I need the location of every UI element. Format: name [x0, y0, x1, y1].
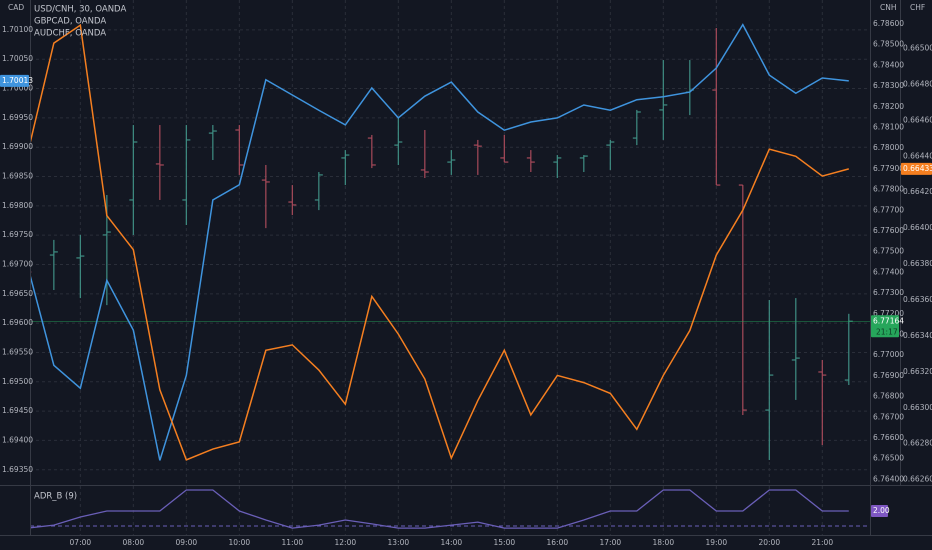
series-line	[30, 23, 849, 461]
axis-name: CNH	[880, 3, 897, 12]
y-tick-label: 0.66320	[903, 367, 932, 376]
series-line	[30, 23, 849, 461]
y-tick-label: 1.69350	[2, 465, 33, 474]
y-tick-label: 0.66360	[903, 295, 932, 304]
x-tick-label: 21:00	[811, 538, 833, 547]
x-tick-label: 08:00	[123, 538, 145, 547]
y-tick-label: 6.76900	[873, 371, 904, 380]
y-tick-label: 6.78400	[873, 60, 904, 69]
y-tick-label: 6.77000	[873, 350, 904, 359]
y-tick-label: 0.66260	[903, 475, 932, 484]
y-tick-label: 1.69400	[2, 435, 33, 444]
y-tick-label: 6.77400	[873, 267, 904, 276]
y-tick-label: 1.69450	[2, 406, 33, 415]
y-tick-label: 1.70050	[2, 54, 33, 63]
y-tick-label: 6.78000	[873, 143, 904, 152]
indicator-value-box	[871, 505, 888, 517]
axes: 07:00 08:00 09:00 10:00 11:00 12:00 13:00 14:00…	[2, 19, 932, 547]
indicator-value-label: 2.00	[873, 506, 890, 515]
y-tick-label: 0.66380	[903, 259, 932, 268]
main-pane	[30, 23, 870, 461]
y-tick-label: 6.78300	[873, 81, 904, 90]
y-tick-label: 1.69500	[2, 377, 33, 386]
last-price-box	[0, 74, 29, 87]
y-tick-label: 6.76600	[873, 433, 904, 442]
x-tick-label: 15:00	[494, 538, 516, 547]
legend-series: GBPCAD, OANDA	[34, 17, 106, 27]
axis-name: CHF	[910, 3, 925, 12]
y-tick-label: 6.77900	[873, 164, 904, 173]
legend-series: AUDCHF, OANDA	[34, 29, 106, 39]
y-tick-label: 1.69900	[2, 142, 33, 151]
y-tick-label: 1.69950	[2, 113, 33, 122]
x-tick-label: 20:00	[758, 538, 780, 547]
x-tick-label: 18:00	[652, 538, 674, 547]
y-tick-label: 6.76800	[873, 392, 904, 401]
y-tick-label: 6.77200	[873, 309, 904, 318]
indicator-title: ADR_B (9)	[34, 492, 77, 502]
indicator-line	[30, 489, 849, 529]
last-price-label: 1.70013	[2, 76, 33, 85]
y-tick-label: 0.66280	[903, 439, 932, 448]
legend-main: USD/CNH, 30, OANDA	[34, 5, 126, 15]
y-tick-label: 6.76700	[873, 412, 904, 421]
last-price-label: 0.66433	[903, 164, 932, 173]
x-tick-label: 07:00	[70, 538, 92, 547]
x-tick-label: 16:00	[547, 538, 569, 547]
x-tick-label: 14:00	[441, 538, 463, 547]
y-tick-label: 1.69750	[2, 230, 33, 239]
y-tick-label: 6.77800	[873, 185, 904, 194]
price-labels: 6.77164 21:17 1.70013 0.66433 2.00	[0, 74, 932, 517]
y-tick-label: 1.69550	[2, 347, 33, 356]
x-tick-label: 13:00	[388, 538, 410, 547]
last-price-label: 6.77164	[873, 316, 904, 325]
y-tick-label: 0.66400	[903, 223, 932, 232]
last-price-box	[871, 315, 899, 338]
y-tick-label: 0.66300	[903, 403, 932, 412]
y-tick-label: 1.69850	[2, 172, 33, 181]
indicator-pane	[30, 489, 870, 529]
y-tick-label: 0.66440	[903, 151, 932, 160]
y-tick-label: 0.66460	[903, 115, 932, 124]
y-tick-label: 6.77700	[873, 205, 904, 214]
y-tick-label: 6.77500	[873, 247, 904, 256]
x-tick-label: 19:00	[705, 538, 727, 547]
x-tick-label: 12:00	[335, 538, 357, 547]
y-tick-label: 6.78200	[873, 102, 904, 111]
y-tick-label: 6.77600	[873, 226, 904, 235]
y-tick-label: 6.77300	[873, 288, 904, 297]
y-tick-label: 0.66480	[903, 79, 932, 88]
y-tick-label: 1.69650	[2, 289, 33, 298]
y-tick-label: 6.76500	[873, 454, 904, 463]
axis-name: CAD	[8, 3, 24, 12]
y-tick-label: 1.69700	[2, 259, 33, 268]
y-tick-label: 6.76400	[873, 474, 904, 483]
y-tick-label: 0.66500	[903, 44, 932, 53]
y-tick-label: 6.78100	[873, 123, 904, 132]
y-tick-label: 6.78600	[873, 19, 904, 28]
y-tick-label: 1.69600	[2, 318, 33, 327]
y-tick-label: 1.70000	[2, 84, 33, 93]
x-tick-label: 17:00	[600, 538, 622, 547]
x-tick-label: 10:00	[229, 538, 251, 547]
y-tick-label: 1.69800	[2, 201, 33, 210]
last-price-box	[901, 162, 932, 175]
x-tick-label: 11:00	[282, 538, 304, 547]
countdown: 21:17	[876, 327, 898, 336]
x-tick-label: 09:00	[176, 538, 198, 547]
y-tick-label: 0.66420	[903, 187, 932, 196]
y-tick-label: 6.78500	[873, 40, 904, 49]
y-tick-label: 1.70100	[2, 25, 33, 34]
y-tick-label: 0.66340	[903, 331, 932, 340]
